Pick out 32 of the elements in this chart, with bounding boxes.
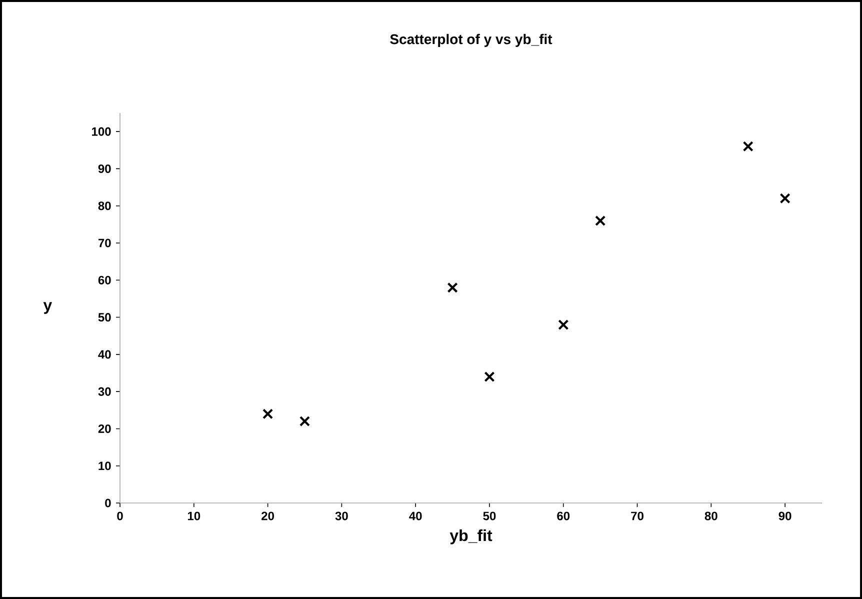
- y-tick-label: 0: [105, 498, 111, 508]
- y-tick-label: 90: [98, 164, 111, 173]
- point: [262, 408, 274, 420]
- point: [484, 371, 495, 382]
- y-tick-label: 10: [98, 462, 111, 470]
- y-tick-label: 50: [98, 313, 111, 322]
- point: [447, 282, 458, 293]
- y-tick-label: 70: [98, 238, 111, 248]
- point: [299, 416, 310, 427]
- x-axis-title: yb_fit: [450, 529, 492, 544]
- point: [595, 215, 606, 226]
- x-tick-label: 60: [557, 512, 570, 520]
- y-tick-label: 100: [92, 127, 111, 136]
- chart-title: Scatterplot of y vs yb_fit: [390, 34, 552, 47]
- point: [558, 319, 569, 330]
- y-tick-label: 20: [98, 424, 111, 433]
- x-tick-label: 90: [778, 512, 792, 520]
- x-tick-label: 10: [188, 512, 200, 520]
- y-tick-label: 80: [98, 202, 111, 210]
- point: [742, 141, 754, 152]
- y-tick-label: 30: [98, 387, 111, 396]
- x-tick-label: 80: [704, 512, 718, 520]
- y-tick-label: 60: [98, 276, 111, 284]
- x-tick-label: 50: [483, 512, 496, 520]
- x-tick-label: 40: [409, 512, 422, 520]
- x-tick-label: 0: [117, 512, 123, 520]
- x-tick-label: 20: [262, 512, 274, 520]
- point: [780, 193, 790, 204]
- y-tick-label: 40: [98, 350, 111, 359]
- x-tick-label: 30: [335, 512, 348, 520]
- y-axis-title: y: [43, 302, 52, 314]
- x-tick-label: 70: [631, 512, 644, 520]
